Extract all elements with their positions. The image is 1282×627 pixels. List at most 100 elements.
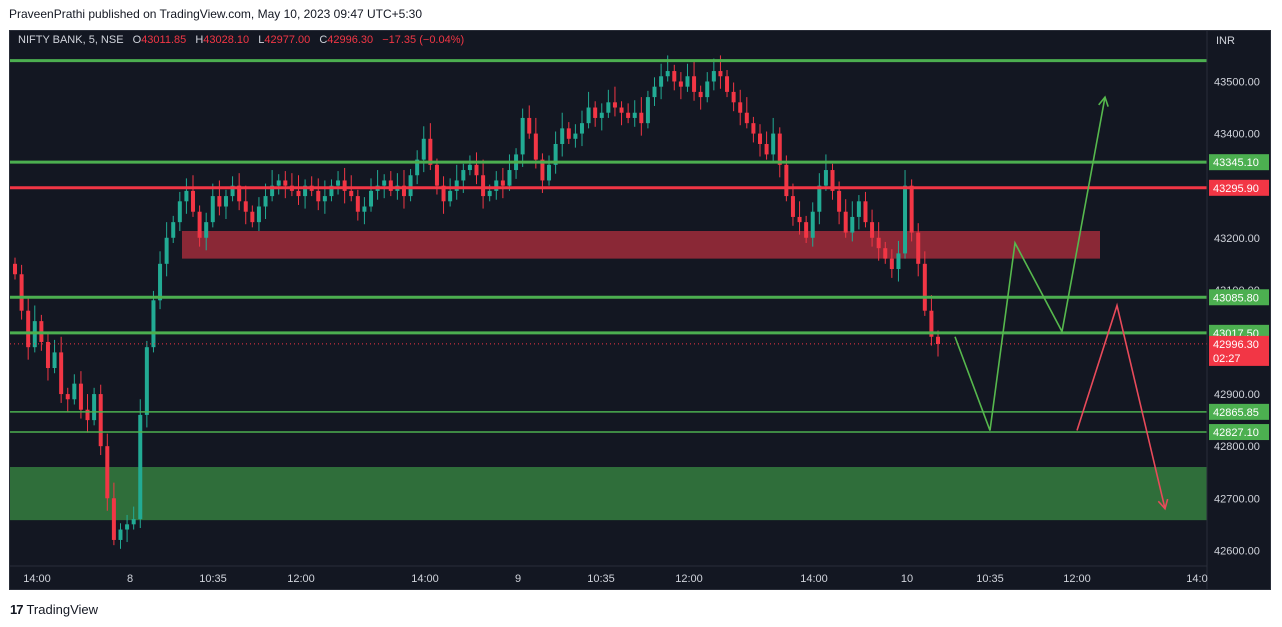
candle-body: [863, 201, 868, 223]
high-value: 43028.10: [203, 34, 250, 46]
x-tick-label: 10:35: [587, 573, 615, 585]
candle-body: [415, 159, 420, 176]
candle-body: [936, 336, 940, 345]
candle-body: [672, 71, 677, 82]
price-badge-label: 42827.10: [1213, 427, 1259, 439]
candle-body: [329, 185, 334, 197]
y-tick-label: 43200.00: [1214, 233, 1260, 245]
publication-info: PraveenPrathi published on TradingView.c…: [9, 7, 423, 21]
bullish-path: [954, 96, 1106, 431]
candle-body: [916, 232, 921, 264]
candle-body: [138, 414, 143, 520]
candle-body: [467, 164, 472, 171]
y-tick-label: 42900.00: [1214, 389, 1260, 401]
candle-body: [144, 347, 149, 415]
candle-body: [540, 159, 545, 181]
change-value: −17.35 (−0.04%): [382, 34, 465, 46]
x-tick-label: 10: [901, 573, 913, 585]
price-badge-label: 43085.80: [1213, 292, 1259, 304]
candle-body: [125, 524, 130, 530]
candle-body: [665, 71, 670, 77]
x-tick-label: 10:35: [976, 573, 1004, 585]
candle-body: [797, 216, 802, 223]
open-value: 43011.85: [141, 34, 187, 46]
candle-body: [850, 216, 855, 233]
candle-body: [804, 222, 809, 238]
candle-body: [599, 112, 604, 118]
supply-zone: [182, 230, 1100, 259]
candle-body: [692, 76, 697, 92]
close-label: C: [319, 34, 328, 46]
candle-body: [870, 222, 875, 238]
bearish-path: [1076, 302, 1166, 509]
candle-body: [757, 133, 762, 144]
candle-body: [164, 237, 169, 264]
candle-body: [751, 123, 756, 134]
candle-body: [500, 180, 505, 186]
candle-body: [223, 196, 228, 207]
candle-body: [401, 185, 406, 197]
chart-panel[interactable]: NIFTY BANK, 5, NSE O43011.85 H43028.10 L…: [9, 30, 1271, 590]
candle-body: [777, 133, 782, 165]
candle-body: [632, 112, 637, 118]
candle-body: [296, 190, 301, 197]
candle-body: [263, 196, 268, 207]
candle-body: [342, 180, 347, 191]
candle-body: [784, 164, 789, 197]
candle-body: [434, 164, 439, 186]
candle-body: [533, 133, 538, 160]
symbol-label: NIFTY BANK, 5, NSE: [18, 34, 124, 46]
candle-body: [520, 117, 525, 155]
candle-body: [711, 71, 716, 82]
candle-body: [922, 263, 927, 311]
candle-body: [369, 190, 374, 207]
y-tick-label: 42800.00: [1214, 441, 1260, 453]
x-tick-label: 14:00: [411, 573, 439, 585]
y-tick-label: 43400.00: [1214, 129, 1260, 141]
candle-body: [428, 138, 433, 165]
last-price-label: 42996.30: [1213, 339, 1259, 351]
candle-body: [725, 76, 730, 92]
brand-name: TradingView: [26, 602, 99, 617]
x-tick-label: 14:00: [23, 573, 51, 585]
candle-body: [705, 81, 710, 98]
candle-body: [13, 263, 17, 275]
price-axis: [1207, 31, 1270, 589]
candle-body: [204, 222, 209, 238]
candle-body: [652, 86, 657, 98]
countdown-label: 02:27: [1213, 353, 1241, 365]
candle-body: [560, 128, 565, 144]
candle-body: [903, 185, 908, 254]
candle-body: [586, 107, 591, 124]
candle-body: [494, 180, 499, 191]
candle-body: [98, 394, 103, 447]
candle-body: [909, 185, 914, 233]
candle-body: [177, 201, 182, 223]
candle-body: [158, 263, 163, 301]
x-tick-label: 14:0: [1186, 573, 1207, 585]
tradingview-logo-icon: 17: [10, 602, 24, 617]
candle-body: [72, 383, 77, 400]
price-badge: [1209, 154, 1269, 171]
candle-body: [59, 352, 64, 395]
candle-body: [382, 180, 387, 186]
candle-body: [26, 310, 31, 348]
candle-body: [547, 164, 552, 181]
candle-body: [790, 196, 795, 217]
candle-body: [837, 190, 842, 212]
candle-body: [830, 170, 835, 191]
candle-body: [65, 394, 70, 400]
candle-body: [316, 190, 321, 202]
candle-body: [645, 97, 650, 124]
candle-body: [474, 164, 479, 176]
price-chart-svg[interactable]: INR43500.0043400.0043200.0043100.0042900…: [10, 31, 1271, 590]
price-badge: [1209, 424, 1269, 441]
price-badge: [1209, 289, 1269, 306]
y-tick-label: 42700.00: [1214, 493, 1260, 505]
bullish-path-arrowhead: [1098, 95, 1109, 107]
candle-body: [606, 102, 611, 113]
candle-body: [92, 394, 97, 421]
candle-body: [454, 180, 459, 191]
footer-brand: 17 TradingView: [10, 602, 98, 617]
bearish-path-arrowhead: [1157, 498, 1169, 511]
